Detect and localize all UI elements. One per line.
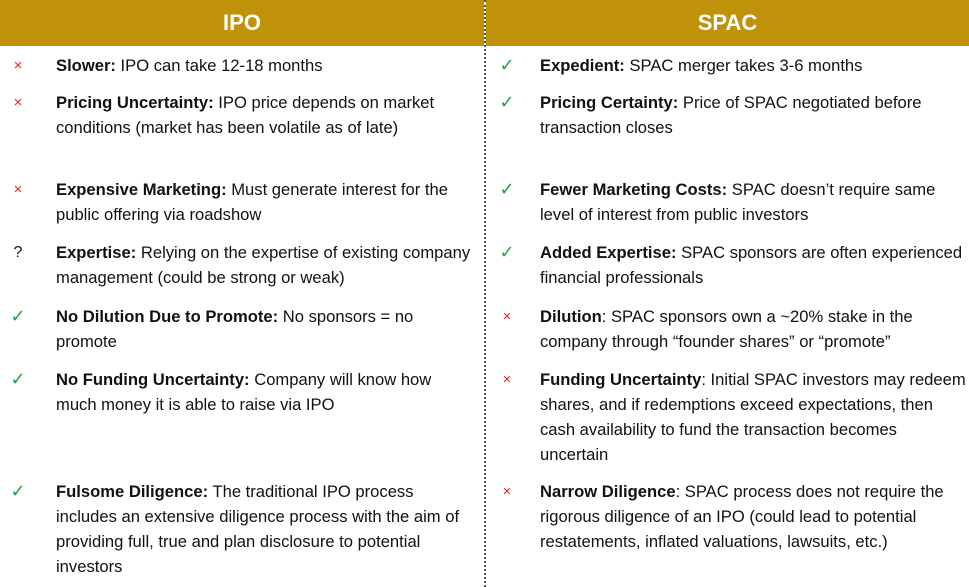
ipo-row-text: Slower: IPO can take 12-18 months [56, 53, 476, 78]
ipo-header: IPO [0, 0, 484, 46]
x-icon: × [13, 181, 23, 198]
checkmark-icon: ✓ [499, 179, 515, 199]
ipo-row-text: Expensive Marketing: Must generate inter… [56, 177, 476, 227]
checkmark-icon: ✓ [499, 92, 515, 112]
ipo-row-text: No Dilution Due to Promote: No sponsors … [56, 304, 476, 354]
x-icon: × [502, 308, 512, 325]
spac-row-body: : Initial SPAC investors may redeem shar… [540, 370, 966, 464]
ipo-row-title: Expertise: [56, 243, 137, 262]
ipo-row-title: Fulsome Diligence: [56, 482, 209, 501]
ipo-row-title: Expensive Marketing: [56, 180, 227, 199]
checkmark-icon: ✓ [10, 481, 26, 501]
spac-row-text: Fewer Marketing Costs: SPAC doesn’t requ… [540, 177, 966, 227]
x-icon: × [13, 94, 23, 111]
spac-row-title: Fewer Marketing Costs: [540, 180, 728, 199]
spac-row-text: Dilution: SPAC sponsors own a ~20% stake… [540, 304, 966, 354]
spac-header: SPAC [486, 0, 969, 46]
ipo-row-body: Must generate interest for the public of… [56, 180, 448, 224]
ipo-row-body: IPO price depends on market conditions (… [56, 93, 435, 137]
spac-row-text: Funding Uncertainty: Initial SPAC invest… [540, 367, 966, 467]
ipo-row-body: Relying on the expertise of existing com… [56, 243, 471, 287]
checkmark-icon: ✓ [10, 306, 26, 326]
checkmark-icon: ✓ [499, 242, 515, 262]
ipo-row-body: Company will know how much money it is a… [56, 370, 432, 414]
ipo-row-text: Fulsome Diligence: The traditional IPO p… [56, 479, 476, 579]
spac-row-body: : SPAC sponsors own a ~20% stake in the … [540, 307, 913, 351]
ipo-row-text: Pricing Uncertainty: IPO price depends o… [56, 90, 476, 140]
spac-row-body: SPAC doesn’t require same level of inter… [540, 180, 936, 224]
ipo-row-title: No Funding Uncertainty: [56, 370, 250, 389]
x-icon: × [502, 371, 512, 388]
ipo-row-title: Pricing Uncertainty: [56, 93, 214, 112]
spac-row-text: Pricing Certainty: Price of SPAC negotia… [540, 90, 966, 140]
spac-row-body: SPAC sponsors are often experienced fina… [540, 243, 963, 287]
ipo-row-title: No Dilution Due to Promote: [56, 307, 279, 326]
spac-row-title: Dilution [540, 307, 602, 326]
column-divider [484, 0, 486, 587]
ipo-row-text: Expertise: Relying on the expertise of e… [56, 240, 476, 290]
ipo-row-body: The traditional IPO process includes an … [56, 482, 460, 576]
spac-row-title: Added Expertise: [540, 243, 677, 262]
x-icon: × [13, 57, 23, 74]
checkmark-icon: ✓ [10, 369, 26, 389]
spac-row-title: Narrow Diligence [540, 482, 676, 501]
spac-row-body: : SPAC process does not require the rigo… [540, 482, 944, 551]
ipo-row-body: IPO can take 12-18 months [115, 56, 323, 75]
spac-row-body: Price of SPAC negotiated before transact… [540, 93, 922, 137]
ipo-row-text: No Funding Uncertainty: Company will kno… [56, 367, 476, 417]
spac-row-body: SPAC merger takes 3-6 months [624, 56, 863, 75]
spac-row-text: Added Expertise: SPAC sponsors are often… [540, 240, 966, 290]
spac-row-text: Expedient: SPAC merger takes 3-6 months [540, 53, 966, 78]
question-icon: ? [13, 244, 23, 261]
checkmark-icon: ✓ [499, 55, 515, 75]
spac-row-text: Narrow Diligence: SPAC process does not … [540, 479, 966, 554]
spac-row-title: Expedient: [540, 56, 625, 75]
spac-row-title: Funding Uncertainty [540, 370, 702, 389]
spac-row-title: Pricing Certainty: [540, 93, 679, 112]
x-icon: × [502, 483, 512, 500]
ipo-row-body: No sponsors = no promote [56, 307, 414, 351]
ipo-row-title: Slower: [56, 56, 116, 75]
